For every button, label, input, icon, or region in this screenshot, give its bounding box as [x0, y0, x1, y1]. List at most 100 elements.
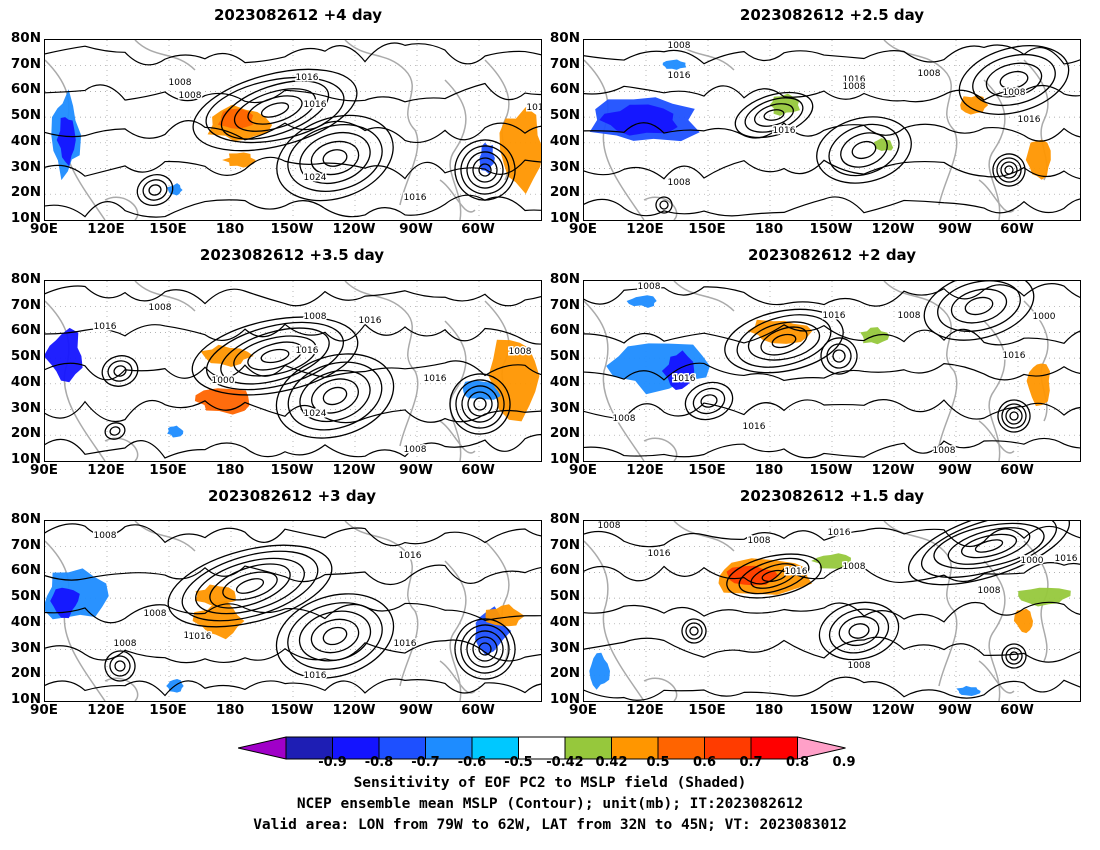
lat-label: 80N — [10, 271, 41, 287]
contour-label: 1008 — [843, 82, 866, 92]
lon-label: 90E — [568, 462, 597, 478]
contour-label: 1008 — [598, 521, 621, 531]
map-canvas-4: 1008 1016 1008 1016 1000 1016 1008 1016 1008 — [584, 281, 1080, 461]
contour-label: 1008 — [404, 445, 427, 455]
lon-label: 90E — [29, 221, 58, 237]
lat-label: 10N — [10, 209, 41, 226]
contour-label: 1008 — [843, 562, 866, 572]
lon-label: 60W — [461, 702, 495, 718]
footer-line-2: NCEP ensemble mean MSLP (Contour); unit(… — [296, 796, 804, 812]
lon-label: 150W — [270, 221, 314, 237]
lon-label: 120W — [871, 462, 915, 478]
panel-title-4: 2023082612 +2 day — [748, 246, 916, 264]
contour-label: 1016 — [304, 671, 327, 681]
footer-line-3: Valid area: LON from 79W to 62W, LAT fro… — [253, 817, 847, 833]
map-panel-1: 1008 1016 1008 1016 1024 1016 101 — [44, 39, 542, 221]
lon-label: 120E — [87, 702, 125, 718]
colorbar-tick-label: 0.8 — [785, 755, 810, 770]
lat-label: 40N — [10, 132, 41, 149]
lon-label: 150E — [149, 702, 187, 718]
lon-label: 150W — [270, 462, 314, 478]
panel-title-5: 2023082612 +3 day — [208, 487, 376, 505]
contour-label: 1016 — [828, 528, 851, 538]
lat-label: 50N — [10, 588, 41, 605]
lat-label: 30N — [549, 158, 580, 175]
lat-label: 20N — [549, 425, 580, 442]
lat-label: 20N — [10, 184, 41, 201]
contour-label: 1024 — [304, 409, 327, 419]
lon-label: 90E — [568, 221, 597, 237]
contour-label: 1008 — [94, 531, 117, 541]
colorbar-tick-label: 0.6 — [692, 755, 717, 770]
contour-label: 1016 — [296, 346, 319, 356]
lat-label: 10N — [549, 450, 580, 467]
lon-label: 150E — [149, 462, 187, 478]
contour-label: 1016 — [773, 126, 796, 136]
lon-label: 60W — [1000, 702, 1034, 718]
lon-label: 60W — [461, 462, 495, 478]
lat-label: 30N — [10, 639, 41, 656]
lat-label: 80N — [549, 271, 580, 287]
lat-label: 80N — [549, 30, 580, 46]
panel-title-3: 2023082612 +3.5 day — [199, 246, 385, 264]
lon-label: 120E — [626, 462, 664, 478]
contour-label: 1016 — [94, 322, 117, 332]
colorbar-tick-label: -0.6 — [457, 755, 487, 770]
lat-label: 70N — [10, 55, 41, 72]
lat-label: 60N — [549, 81, 580, 98]
lat-label: 10N — [10, 450, 41, 467]
contour-label: 1000 — [212, 376, 235, 386]
lon-label: 120E — [87, 221, 125, 237]
contour-label: 1008 — [169, 78, 192, 88]
contour-label: 1016 — [359, 316, 382, 326]
colorbar-tick-label: 0.7 — [739, 755, 763, 770]
contour-label: 1016 — [785, 567, 808, 577]
contour-label: 1000 — [1021, 556, 1044, 566]
contour-label: 1016 — [399, 551, 422, 561]
colorbar-tick-label: 0.9 — [832, 755, 856, 770]
lat-label: 20N — [10, 425, 41, 442]
lat-label: 40N — [549, 132, 580, 149]
lat-label: 40N — [549, 373, 580, 390]
panel-title-2: 2023082612 +2.5 day — [739, 6, 925, 24]
contour-label: 1016 — [296, 73, 319, 83]
lon-label: 90W — [938, 221, 972, 237]
map-panel-3: 1008 1016 1008 1016 1016 1000 1008 1024 1008 1016 — [44, 280, 542, 462]
lon-label: 180 — [754, 462, 784, 478]
contour-label: 1016 — [404, 193, 427, 203]
lon-label: 150W — [809, 221, 853, 237]
lat-label: 80N — [549, 511, 580, 527]
contour-label: 1008 — [1003, 88, 1026, 98]
contour-label: 1016 — [184, 631, 207, 641]
lon-label: 180 — [215, 462, 245, 478]
contour-label: 1008 — [918, 69, 941, 79]
contour-label: 1008 — [304, 312, 327, 322]
lon-label: 150E — [688, 221, 726, 237]
lon-label: 150W — [809, 702, 853, 718]
lat-label: 50N — [549, 348, 580, 365]
lon-label: 180 — [215, 702, 245, 718]
lat-label: 80N — [10, 511, 41, 527]
contour-label: 1016 — [668, 71, 691, 81]
contour-label: 1016 — [424, 374, 447, 384]
contour-label: 1008 — [114, 639, 137, 649]
lon-label: 150E — [688, 702, 726, 718]
contour-label: 1008 — [748, 536, 771, 546]
lon-label: 90E — [29, 702, 58, 718]
lat-label: 40N — [10, 373, 41, 390]
lon-label: 90W — [399, 702, 433, 718]
contour-label: 1008 — [509, 347, 532, 357]
colorbar-tick-label: 0.5 — [646, 755, 670, 770]
contour-label: 1016 — [1018, 115, 1041, 125]
lon-label: 120W — [332, 221, 376, 237]
lat-label: 30N — [10, 399, 41, 416]
lat-label: 30N — [10, 158, 41, 175]
panel-title-1: 2023082612 +4 day — [214, 6, 382, 24]
colorbar-tick-label: -0.9 — [318, 755, 347, 770]
map-panel-4: 1008 1016 1008 1016 1000 1016 1008 1016 1008 — [583, 280, 1081, 462]
lat-label: 40N — [549, 613, 580, 630]
lon-label: 180 — [754, 221, 784, 237]
lon-label: 120E — [626, 702, 664, 718]
map-canvas-6: 1008 1016 1008 1016 1016 1008 1000 1008 1016 1008 — [584, 521, 1080, 701]
lat-label: 70N — [10, 296, 41, 313]
